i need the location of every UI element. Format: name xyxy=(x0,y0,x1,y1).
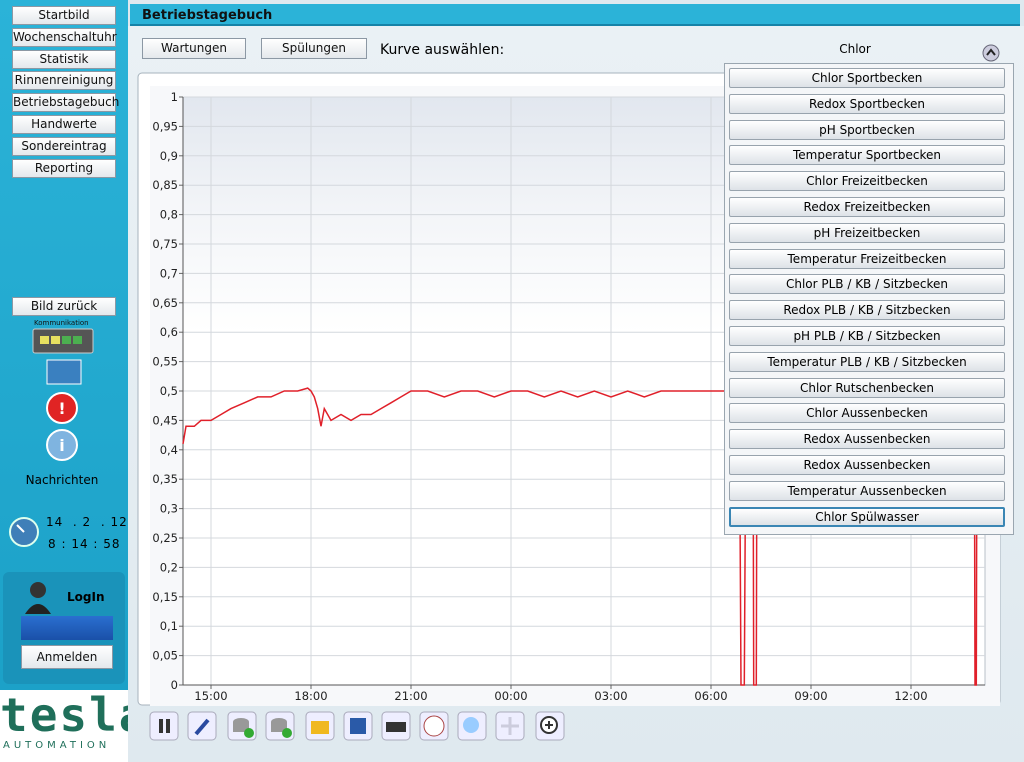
curve-label: Kurve auswählen: xyxy=(380,42,505,58)
menu-button[interactable]: Reporting xyxy=(12,158,116,178)
y-tick-label: 0,7 xyxy=(160,266,178,280)
date: 14 . 2 . 12 xyxy=(46,515,128,529)
x-tick-label: 03:00 xyxy=(594,689,627,703)
curve-option[interactable]: Temperatur Aussenbecken xyxy=(729,480,1005,501)
curve-option[interactable]: Temperatur Freizeitbecken xyxy=(729,248,1005,269)
time: 8 : 14 : 58 xyxy=(48,537,121,551)
curve-option[interactable]: Redox Freizeitbecken xyxy=(729,197,1005,217)
y-tick-label: 0,1 xyxy=(160,619,178,633)
y-tick-label: 1 xyxy=(171,90,178,104)
curve-option[interactable]: pH PLB / KB / Sitzbecken xyxy=(729,326,1005,346)
menu-button[interactable]: Sondereintrag xyxy=(12,136,116,156)
communication-label: Kommunikation xyxy=(34,319,89,327)
curve-option[interactable]: Redox PLB / KB / Sitzbecken xyxy=(729,300,1005,321)
y-tick-label: 0,45 xyxy=(152,413,178,427)
curve-option[interactable]: Chlor Rutschenbecken xyxy=(729,377,1005,398)
minute: 14 xyxy=(71,537,89,551)
second: 58 xyxy=(103,537,121,551)
curve-option[interactable]: Chlor Sportbecken xyxy=(729,68,1005,88)
login-field[interactable] xyxy=(21,616,113,640)
menu-button[interactable]: Statistik xyxy=(12,49,116,69)
day: 14 xyxy=(46,515,64,529)
y-tick-label: 0,5 xyxy=(160,384,178,398)
x-tick-label: 21:00 xyxy=(394,689,427,703)
menu-button[interactable]: Betriebstagebuch xyxy=(12,93,119,113)
y-tick-label: 0,8 xyxy=(160,208,178,222)
x-tick-label: 00:00 xyxy=(494,689,527,703)
y-tick-label: 0,75 xyxy=(152,237,178,251)
sidebar: Startbild Wochenschaltuhr Statistik Rinnenr… xyxy=(0,0,149,762)
curve-option[interactable]: Redox Aussenbecken xyxy=(729,429,1005,450)
x-tick-label: 18:00 xyxy=(294,689,327,703)
menu-button[interactable]: Startbild xyxy=(12,6,116,25)
menu-button[interactable]: Rinnenreinigung xyxy=(12,71,116,91)
y-tick-label: 0 xyxy=(171,678,178,692)
page-header: Betriebstagebuch xyxy=(130,4,1020,26)
login-label: LogIn xyxy=(67,590,105,604)
y-tick-label: 0,9 xyxy=(160,149,178,163)
y-tick-label: 0,25 xyxy=(152,531,178,545)
flush-button[interactable]: Spülungen xyxy=(261,38,367,59)
y-tick-label: 0,35 xyxy=(152,472,178,486)
x-tick-label: 09:00 xyxy=(794,689,827,703)
y-tick-label: 0,4 xyxy=(160,443,178,457)
y-tick-label: 0,95 xyxy=(152,119,178,133)
curve-option[interactable]: Chlor PLB / KB / Sitzbecken xyxy=(729,274,1005,295)
messages-label: Nachrichten xyxy=(25,473,99,487)
svg-text:i: i xyxy=(59,436,64,455)
bottom-toolbar xyxy=(149,711,565,741)
curve-option[interactable]: Redox Aussenbecken xyxy=(729,455,1005,475)
maintenance-button[interactable]: Wartungen xyxy=(142,38,246,59)
curve-option[interactable]: pH Sportbecken xyxy=(729,119,1005,140)
hour: 8 xyxy=(48,537,57,551)
logo-subtitle: AUTOMATION xyxy=(3,740,111,751)
y-tick-label: 0,55 xyxy=(152,355,178,369)
y-tick-label: 0,05 xyxy=(152,649,178,663)
curve-option[interactable]: Chlor Spülwasser xyxy=(729,506,1005,527)
y-tick-label: 0,15 xyxy=(152,590,178,604)
curve-option[interactable]: Redox Sportbecken xyxy=(729,93,1005,114)
login-button[interactable]: Anmelden xyxy=(21,645,113,669)
x-tick-label: 06:00 xyxy=(694,689,727,703)
curve-option[interactable]: Temperatur Sportbecken xyxy=(729,145,1005,166)
y-tick-label: 0,6 xyxy=(160,325,178,339)
collapse-button[interactable] xyxy=(982,44,1000,62)
back-button[interactable]: Bild zurück xyxy=(12,297,116,316)
x-tick-label: 15:00 xyxy=(194,689,227,703)
menu-button[interactable]: Handwerte xyxy=(12,115,116,134)
curve-dropdown: Chlor Sportbecken Redox Sportbecken pH Spo… xyxy=(724,63,1014,535)
month: 2 xyxy=(82,515,92,529)
logo-text: tesla xyxy=(0,688,149,742)
status-icons: ! i xyxy=(32,328,94,461)
curve-option[interactable]: Temperatur PLB / KB / Sitzbecken xyxy=(729,351,1005,372)
y-tick-label: 0,85 xyxy=(152,178,178,192)
curve-option[interactable]: pH Freizeitbecken xyxy=(729,222,1005,243)
selected-curve[interactable]: Chlor xyxy=(839,42,871,56)
y-tick-label: 0,3 xyxy=(160,502,178,516)
pause-button[interactable] xyxy=(149,711,179,741)
logo: tesla AUTOMATION xyxy=(0,688,149,762)
svg-text:!: ! xyxy=(58,399,65,418)
curve-option[interactable]: Chlor Freizeitbecken xyxy=(729,171,1005,192)
menu-button[interactable]: Wochenschaltuhr xyxy=(12,27,117,47)
year: 12 xyxy=(110,515,128,529)
x-tick-label: 12:00 xyxy=(894,689,927,703)
clock-icon xyxy=(9,517,39,547)
y-tick-label: 0,65 xyxy=(152,296,178,310)
login-panel: LogIn Anmelden xyxy=(3,572,125,684)
y-tick-label: 0,2 xyxy=(160,560,178,574)
curve-option[interactable]: Chlor Aussenbecken xyxy=(729,403,1005,424)
user-icon xyxy=(25,582,51,614)
